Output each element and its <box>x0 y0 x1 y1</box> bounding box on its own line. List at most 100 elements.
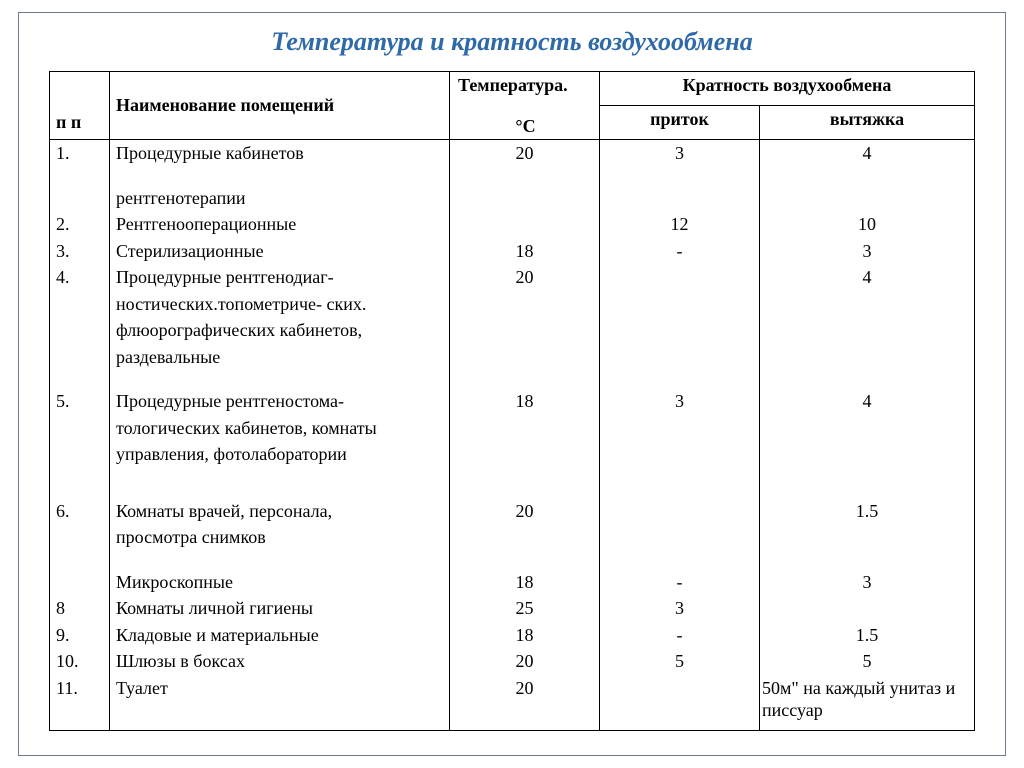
cell-name: просмотра снимков <box>110 524 450 551</box>
cell-name: тологических кабинетов, комнаты <box>110 415 450 442</box>
col-header-outflow: вытяжка <box>760 106 975 140</box>
cell-temp <box>450 185 600 212</box>
table-row: просмотра снимков <box>50 524 975 551</box>
cell-temp: 20 <box>450 675 600 731</box>
cell-index <box>50 185 110 212</box>
cell-inflow <box>600 415 760 442</box>
cell-outflow <box>760 595 975 622</box>
cell-temp <box>450 291 600 318</box>
cell-outflow: 5 <box>760 648 975 675</box>
cell-temp: 20 <box>450 140 600 167</box>
cell-temp: 18 <box>450 388 600 415</box>
cell-index <box>50 415 110 442</box>
cell-outflow <box>760 185 975 212</box>
cell-inflow: 12 <box>600 211 760 238</box>
cell-name: Кладовые и материальные <box>110 622 450 649</box>
cell-outflow: 10 <box>760 211 975 238</box>
cell-temp <box>450 211 600 238</box>
cell-inflow: 3 <box>600 388 760 415</box>
cell-outflow <box>760 441 975 468</box>
cell-outflow <box>760 415 975 442</box>
cell-index: 9. <box>50 622 110 649</box>
cell-name: Комнаты личной гигиены <box>110 595 450 622</box>
table-row: 6.Комнаты врачей, персонала,201.5 <box>50 498 975 525</box>
col-header-temp-unit: °С <box>458 115 593 138</box>
table-spacer-row <box>50 551 975 569</box>
cell-index: 4. <box>50 264 110 291</box>
cell-name: рентгенотерапии <box>110 185 450 212</box>
cell-index: 5. <box>50 388 110 415</box>
col-header-air: Кратность воздухообмена <box>600 72 975 106</box>
cell-inflow <box>600 524 760 551</box>
table-row: 4.Процедурные рентгенодиаг-20 4 <box>50 264 975 291</box>
cell-index <box>50 569 110 596</box>
cell-index <box>50 291 110 318</box>
cell-temp: 18 <box>450 238 600 265</box>
col-header-temp: Температура. °С <box>450 72 600 140</box>
cell-name: Процедурные кабинетов <box>110 140 450 167</box>
table-body: 1.Процедурные кабинетов2034 рентгенотерап… <box>50 140 975 731</box>
page-title: Температура и кратность воздухообмена <box>49 27 975 57</box>
table-row: 2.Рентгенооперационные 1210 <box>50 211 975 238</box>
table-row: тологических кабинетов, комнаты <box>50 415 975 442</box>
table-row: ностических.топометриче- ских. <box>50 291 975 318</box>
table-row: 8Комнаты личной гигиены253 <box>50 595 975 622</box>
cell-outflow <box>760 344 975 371</box>
cell-temp <box>450 441 600 468</box>
cell-temp <box>450 524 600 551</box>
table-row: 5.Процедурные рентгеностома-1834 <box>50 388 975 415</box>
cell-name: Процедурные рентгеностома- <box>110 388 450 415</box>
cell-inflow <box>600 675 760 731</box>
cell-temp: 18 <box>450 622 600 649</box>
cell-name: флюорографических кабинетов, <box>110 317 450 344</box>
cell-name: Шлюзы в боксах <box>110 648 450 675</box>
cell-index: 2. <box>50 211 110 238</box>
cell-name: Туалет <box>110 675 450 731</box>
cell-index <box>50 441 110 468</box>
col-header-temp-label: Температура. <box>458 75 568 95</box>
cell-inflow <box>600 441 760 468</box>
cell-inflow: 5 <box>600 648 760 675</box>
table-row: 9.Кладовые и материальные18-1.5 <box>50 622 975 649</box>
cell-name: Процедурные рентгенодиаг- <box>110 264 450 291</box>
cell-outflow: 1.5 <box>760 622 975 649</box>
cell-temp <box>450 415 600 442</box>
cell-outflow: 3 <box>760 569 975 596</box>
cell-name: раздевальные <box>110 344 450 371</box>
cell-index <box>50 344 110 371</box>
cell-index: 3. <box>50 238 110 265</box>
cell-inflow: 3 <box>600 140 760 167</box>
table-row: рентгенотерапии <box>50 185 975 212</box>
cell-outflow: 4 <box>760 264 975 291</box>
ventilation-table: п п Наименование помещений Температура. … <box>49 71 975 731</box>
cell-name: ностических.топометриче- ских. <box>110 291 450 318</box>
cell-inflow <box>600 317 760 344</box>
cell-name: Рентгенооперационные <box>110 211 450 238</box>
cell-outflow <box>760 317 975 344</box>
table-row: раздевальные <box>50 344 975 371</box>
cell-outflow: 4 <box>760 140 975 167</box>
table-row: 11.Туалет2050м" на каждый унитаз и писсу… <box>50 675 975 731</box>
cell-name: Комнаты врачей, персонала, <box>110 498 450 525</box>
cell-name: управления, фотолаборатории <box>110 441 450 468</box>
cell-index <box>50 317 110 344</box>
cell-inflow: - <box>600 622 760 649</box>
cell-outflow <box>760 291 975 318</box>
table-row: 1.Процедурные кабинетов2034 <box>50 140 975 167</box>
table-spacer-row <box>50 468 975 498</box>
col-header-name: Наименование помещений <box>110 72 450 140</box>
cell-inflow <box>600 344 760 371</box>
cell-inflow <box>600 185 760 212</box>
table-row: 3.Стерилизационные18-3 <box>50 238 975 265</box>
table-row: флюорографических кабинетов, <box>50 317 975 344</box>
cell-index: 8 <box>50 595 110 622</box>
cell-name: Стерилизационные <box>110 238 450 265</box>
cell-temp <box>450 317 600 344</box>
cell-inflow: - <box>600 569 760 596</box>
cell-inflow: 3 <box>600 595 760 622</box>
cell-temp: 25 <box>450 595 600 622</box>
table-spacer-row <box>50 370 975 388</box>
cell-temp: 20 <box>450 264 600 291</box>
table-spacer-row <box>50 167 975 185</box>
table-row: управления, фотолаборатории <box>50 441 975 468</box>
